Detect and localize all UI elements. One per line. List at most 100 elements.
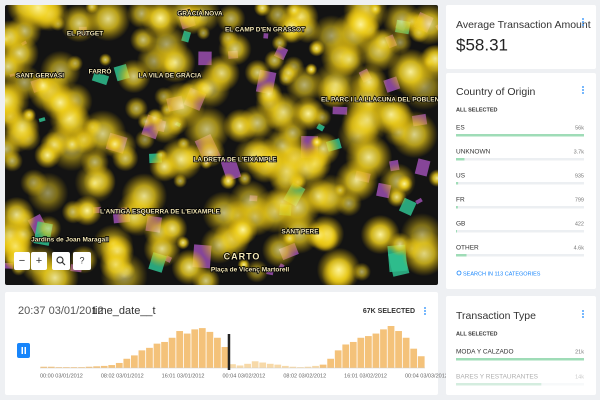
menu-dot xyxy=(582,92,584,94)
heat-blob xyxy=(216,5,246,34)
category-track xyxy=(456,230,584,233)
histogram-bar xyxy=(168,337,176,368)
histogram-bar xyxy=(259,362,267,368)
axis-label: 00:04 03/03/2012 xyxy=(405,373,448,379)
heat-blob xyxy=(316,247,361,285)
map-label: LA DRETA DE L'EIXAMPLE xyxy=(193,157,277,164)
histogram-bar xyxy=(297,367,304,368)
histogram-bar xyxy=(334,350,342,368)
category-name: OTHER xyxy=(456,245,479,252)
heat-blob xyxy=(183,105,231,153)
heat-blob xyxy=(253,5,271,17)
widget-title: Average Transaction Amount xyxy=(456,19,591,31)
category-bar xyxy=(456,358,584,361)
category-name: US xyxy=(456,173,466,180)
histogram-bar xyxy=(146,347,153,368)
menu-dot xyxy=(582,24,584,26)
search-button[interactable] xyxy=(52,252,70,270)
histogram-bar xyxy=(365,336,372,368)
play-button[interactable] xyxy=(17,343,30,358)
map-label: GRÀCIA NOVA xyxy=(177,9,223,18)
axis-label: 08:02 03/02/2012 xyxy=(283,373,326,379)
axis-label: 00:04 03/02/2012 xyxy=(223,373,266,379)
zoom-out-button[interactable] xyxy=(14,252,30,270)
category-value: 422 xyxy=(575,221,584,227)
building xyxy=(91,71,110,86)
map[interactable]: GRÀCIA NOVA EL PUTGET SANT GERVASI FARRÓ… xyxy=(0,0,453,302)
heat-blob xyxy=(164,112,188,136)
category-list: ES 56k UNKNOWN 3.7k US 935 FR 799 GB 422 OTHER 4.6k xyxy=(456,125,584,257)
pause-icon xyxy=(24,347,26,354)
histogram-bar xyxy=(55,367,63,368)
histogram-bar xyxy=(138,350,146,368)
category-value: 21k xyxy=(575,349,584,355)
axis-label: 08:02 03/01/2012 xyxy=(101,373,144,379)
category-track xyxy=(456,254,584,257)
menu-dot xyxy=(582,310,584,312)
menu-dot[interactable] xyxy=(424,307,426,309)
zoom-in-button[interactable] xyxy=(31,252,47,270)
category-value: 56k xyxy=(575,125,584,131)
category-bar xyxy=(456,158,465,161)
heatmap xyxy=(5,5,438,285)
heat-blob xyxy=(278,71,294,87)
heat-blob xyxy=(219,172,237,190)
histogram-bar xyxy=(115,362,123,368)
histogram-bar xyxy=(244,363,251,368)
category-bar xyxy=(456,383,542,386)
histogram-bar xyxy=(281,365,289,368)
category-track xyxy=(456,206,584,209)
heat-blob xyxy=(98,53,112,67)
heat-blob xyxy=(428,169,438,188)
heat-blob xyxy=(245,259,269,283)
search-icon xyxy=(56,256,64,264)
heat-blob xyxy=(14,5,62,32)
heat-blob xyxy=(5,80,26,120)
zoom-in-label: + xyxy=(36,255,42,267)
heat-blob xyxy=(137,113,154,130)
map-label: FARRÓ xyxy=(89,67,112,76)
histogram-bar xyxy=(70,367,78,368)
heat-blob xyxy=(5,31,14,47)
histogram-bar xyxy=(304,366,312,368)
heat-blob xyxy=(200,226,238,264)
histogram-bar xyxy=(123,358,131,368)
heat-blob xyxy=(264,5,292,29)
heat-blob xyxy=(100,252,148,285)
map-label: SANT PERE xyxy=(281,229,319,236)
menu-dot xyxy=(582,316,584,318)
map-label: EL PARC I LA LLACUNA DEL POBLENOU xyxy=(321,97,449,104)
histogram-bar xyxy=(108,365,116,368)
heat-blob xyxy=(121,173,168,220)
search-icon xyxy=(456,270,462,276)
help-label: ? xyxy=(79,255,84,265)
menu-dot xyxy=(582,18,584,20)
axis-label: 16:01 03/02/2012 xyxy=(344,373,387,379)
heat-blob xyxy=(154,86,174,107)
building xyxy=(415,197,423,205)
zoom-out-label: − xyxy=(19,255,25,267)
heat-blob xyxy=(39,50,81,92)
histogram-bar xyxy=(100,365,108,368)
map-label: SANT GERVASI xyxy=(16,73,64,80)
category-bar xyxy=(456,134,584,137)
histogram-bar xyxy=(380,329,387,368)
heat-blob xyxy=(27,172,69,214)
help-button[interactable] xyxy=(73,252,91,270)
heat-blob xyxy=(5,49,26,84)
histogram-bar xyxy=(229,364,236,368)
heat-blob xyxy=(74,161,117,204)
histogram-bar xyxy=(221,347,229,368)
heat-blob xyxy=(116,59,151,94)
heat-blob xyxy=(408,5,438,46)
search-link[interactable]: SEARCH IN 113 CATEGORIES xyxy=(463,271,541,277)
heat-blob xyxy=(189,67,231,109)
heat-blob xyxy=(345,133,393,181)
pause-icon xyxy=(21,347,23,354)
heat-blob xyxy=(171,249,208,285)
histogram-bar xyxy=(236,365,244,368)
histogram-bar xyxy=(40,366,48,368)
timeline-field: time_date__t xyxy=(92,305,156,317)
building xyxy=(38,117,46,123)
timeline-selected: 67K SELECTED xyxy=(363,308,415,315)
